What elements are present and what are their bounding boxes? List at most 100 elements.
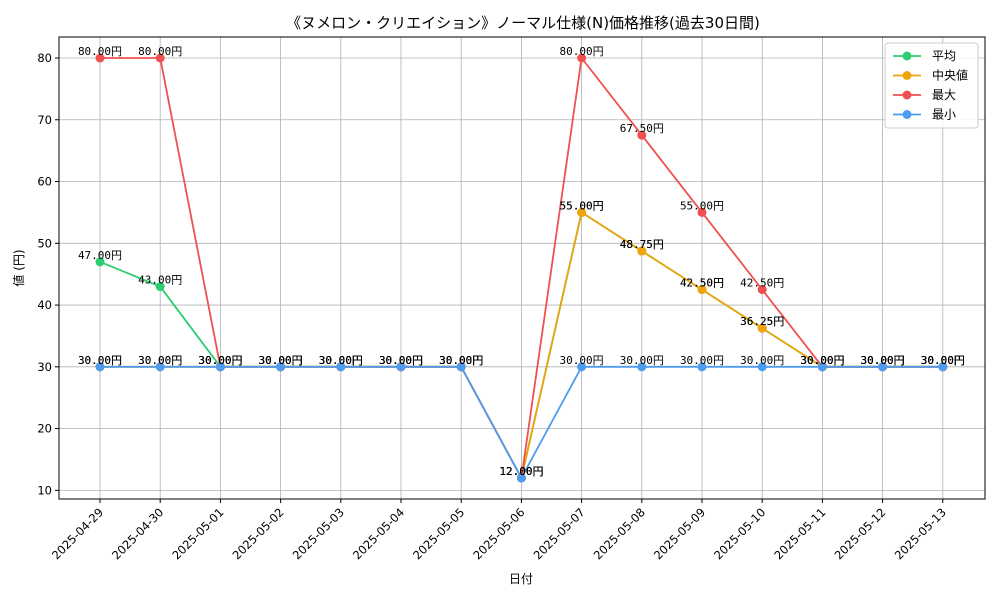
data-label: 43.00円 — [138, 274, 182, 287]
data-point — [938, 362, 948, 372]
data-label: 30.00円 — [78, 354, 122, 367]
y-tick-label: 20 — [37, 422, 52, 436]
data-label: 30.00円 — [379, 354, 423, 367]
data-label: 30.00円 — [379, 354, 423, 367]
data-label: 30.00円 — [319, 354, 363, 367]
data-label: 12.00円 — [499, 465, 543, 478]
legend-label: 平均 — [932, 49, 956, 63]
data-label: 30.00円 — [620, 354, 664, 367]
data-label: 30.00円 — [439, 354, 483, 367]
data-label: 30.00円 — [198, 354, 242, 367]
data-labels: 47.00円 43.00円 30.00円 30.00円 30.00円 30.00円 30.0… — [78, 45, 965, 478]
data-point — [637, 130, 647, 140]
data-label: 48.75円 — [620, 238, 664, 251]
data-label: 42.50円 — [680, 277, 724, 290]
data-label: 42.50円 — [740, 277, 784, 290]
data-label: 30.00円 — [439, 354, 483, 367]
legend-marker — [902, 90, 912, 100]
y-tick-label: 10 — [37, 483, 52, 497]
legend-marker — [902, 51, 912, 61]
data-point — [577, 207, 587, 217]
legend-entry: 平均 — [893, 49, 956, 63]
data-point — [697, 285, 707, 295]
legend-box — [884, 42, 979, 129]
legend-marker — [902, 110, 912, 119]
data-label: 36.25円 — [740, 315, 784, 328]
data-point — [336, 362, 346, 372]
legend-entry: 最大 — [893, 88, 956, 102]
data-point — [95, 53, 105, 63]
data-label: 30.00円 — [800, 354, 844, 367]
data-label: 30.00円 — [921, 354, 965, 367]
data-label: 30.00円 — [259, 354, 303, 367]
y-tick-label: 80 — [37, 51, 52, 65]
data-label: 30.00円 — [861, 354, 905, 367]
data-label: 30.00円 — [921, 354, 965, 367]
data-label: 30.00円 — [740, 354, 784, 367]
y-tick-label: 50 — [37, 236, 52, 250]
data-label: 30.00円 — [800, 354, 844, 367]
legend-label: 中央値 — [932, 68, 968, 83]
y-tick-label: 60 — [37, 175, 52, 189]
data-point — [456, 362, 466, 372]
data-point — [215, 362, 225, 372]
data-label: 30.00円 — [198, 354, 242, 367]
data-label: 30.00円 — [319, 354, 363, 367]
data-label: 12.00円 — [499, 465, 543, 478]
data-point — [757, 285, 767, 295]
legend-entry: 最小 — [893, 108, 956, 122]
data-label: 30.00円 — [259, 354, 303, 367]
data-label: 30.00円 — [800, 354, 844, 367]
data-point — [878, 362, 888, 372]
data-point — [95, 257, 105, 267]
data-label: 30.00円 — [921, 354, 965, 367]
data-label: 30.00円 — [138, 354, 182, 367]
data-label: 80.00円 — [78, 45, 122, 58]
data-label: 30.00円 — [379, 354, 423, 367]
data-label: 30.00円 — [439, 354, 483, 367]
legend-entry: 中央値 — [893, 68, 968, 83]
data-label: 80.00円 — [138, 45, 182, 58]
data-label: 30.00円 — [198, 354, 242, 367]
data-label: 30.00円 — [800, 354, 844, 367]
data-point — [155, 282, 165, 292]
legend-marker — [902, 71, 912, 80]
y-axis-ticks: 10 20 30 40 50 60 70 80 — [37, 51, 59, 497]
data-label: 42.50円 — [680, 277, 724, 290]
legend-label: 最大 — [932, 88, 956, 102]
data-label: 30.00円 — [861, 354, 905, 367]
data-label: 30.00円 — [921, 354, 965, 367]
chart-title: 《ヌメロン・クリエイション》ノーマル仕様(N)価格推移(過去30日間) — [286, 14, 760, 32]
data-point — [276, 362, 286, 372]
y-axis-label: 値 (円) — [11, 249, 26, 286]
data-label: 30.00円 — [259, 354, 303, 367]
data-label: 36.25円 — [740, 315, 784, 328]
data-label: 30.00円 — [138, 354, 182, 367]
y-tick-label: 40 — [37, 298, 52, 312]
data-point — [155, 53, 165, 63]
x-axis-label: 日付 — [509, 572, 533, 586]
legend-label: 最小 — [932, 108, 956, 122]
y-tick-label: 70 — [37, 113, 52, 127]
data-point — [757, 362, 767, 372]
data-label: 55.00円 — [560, 199, 604, 212]
data-label: 30.00円 — [259, 354, 303, 367]
data-label: 30.00円 — [861, 354, 905, 367]
data-label: 47.00円 — [78, 249, 122, 262]
data-point — [637, 362, 647, 372]
data-point — [95, 362, 105, 372]
data-label: 30.00円 — [560, 354, 604, 367]
data-point — [155, 362, 165, 372]
data-label: 80.00円 — [560, 45, 604, 58]
data-label: 30.00円 — [861, 354, 905, 367]
y-tick-label: 30 — [37, 360, 52, 374]
data-label: 67.50円 — [620, 122, 664, 135]
data-label: 30.00円 — [379, 354, 423, 367]
data-label: 30.00円 — [319, 354, 363, 367]
grid — [59, 37, 985, 499]
data-point — [396, 362, 406, 372]
data-point — [697, 207, 707, 217]
plot-frame — [58, 36, 986, 500]
